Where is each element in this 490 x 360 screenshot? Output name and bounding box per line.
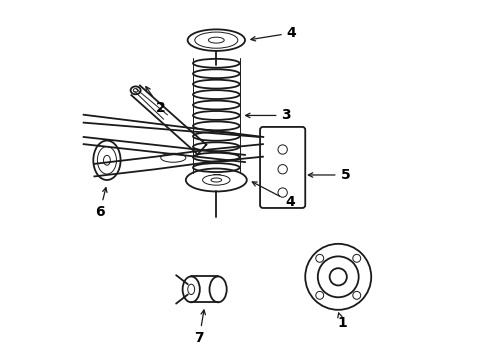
Text: 4: 4	[251, 26, 296, 41]
Text: 5: 5	[308, 168, 350, 182]
Text: 1: 1	[337, 313, 347, 330]
Text: 6: 6	[95, 188, 107, 219]
Text: 3: 3	[245, 108, 291, 122]
Text: 4: 4	[252, 182, 294, 208]
Text: 7: 7	[195, 310, 205, 345]
Text: 2: 2	[146, 87, 166, 115]
